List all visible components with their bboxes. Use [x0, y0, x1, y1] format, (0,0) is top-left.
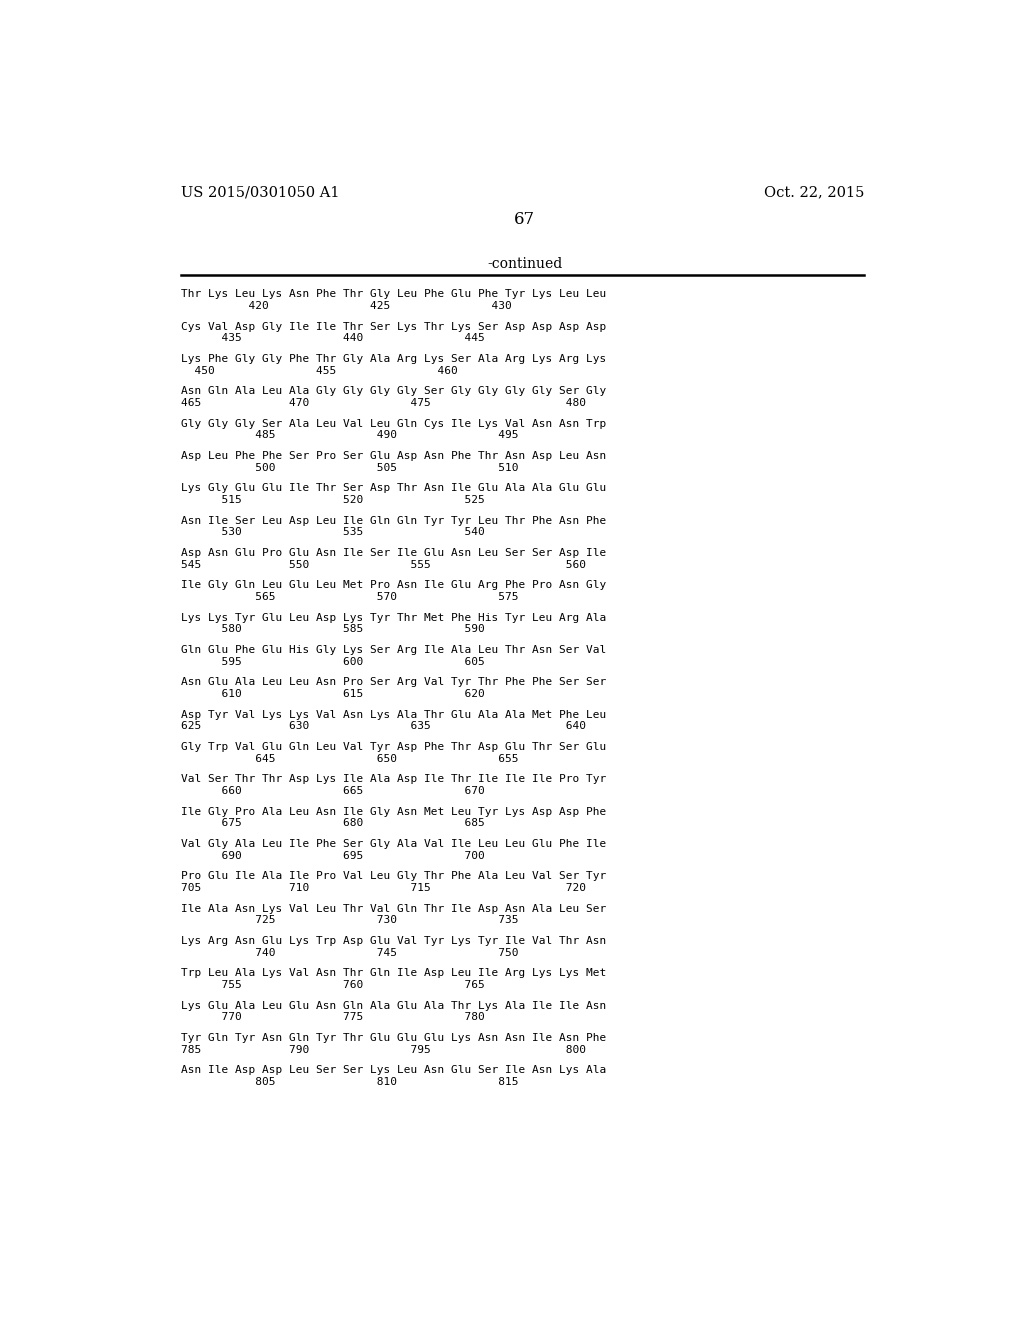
Text: Ile Ala Asn Lys Val Leu Thr Val Gln Thr Ile Asp Asn Ala Leu Ser: Ile Ala Asn Lys Val Leu Thr Val Gln Thr … [180, 904, 606, 913]
Text: Oct. 22, 2015: Oct. 22, 2015 [764, 185, 864, 199]
Text: Val Ser Thr Thr Asp Lys Ile Ala Asp Ile Thr Ile Ile Ile Pro Tyr: Val Ser Thr Thr Asp Lys Ile Ala Asp Ile … [180, 775, 606, 784]
Text: Asn Gln Ala Leu Ala Gly Gly Gly Gly Ser Gly Gly Gly Gly Ser Gly: Asn Gln Ala Leu Ala Gly Gly Gly Gly Ser … [180, 387, 606, 396]
Text: 565               570               575: 565 570 575 [180, 591, 518, 602]
Text: 705             710               715                    720: 705 710 715 720 [180, 883, 586, 892]
Text: Ile Gly Gln Leu Glu Leu Met Pro Asn Ile Glu Arg Phe Pro Asn Gly: Ile Gly Gln Leu Glu Leu Met Pro Asn Ile … [180, 581, 606, 590]
Text: Asn Ile Asp Asp Leu Ser Ser Lys Leu Asn Glu Ser Ile Asn Lys Ala: Asn Ile Asp Asp Leu Ser Ser Lys Leu Asn … [180, 1065, 606, 1076]
Text: 785             790               795                    800: 785 790 795 800 [180, 1044, 586, 1055]
Text: 465             470               475                    480: 465 470 475 480 [180, 397, 586, 408]
Text: 755               760               765: 755 760 765 [180, 979, 484, 990]
Text: 645               650               655: 645 650 655 [180, 754, 518, 763]
Text: 435               440               445: 435 440 445 [180, 333, 484, 343]
Text: 545             550               555                    560: 545 550 555 560 [180, 560, 586, 569]
Text: -continued: -continued [487, 257, 562, 271]
Text: Asn Glu Ala Leu Leu Asn Pro Ser Arg Val Tyr Thr Phe Phe Ser Ser: Asn Glu Ala Leu Leu Asn Pro Ser Arg Val … [180, 677, 606, 688]
Text: Gln Glu Phe Glu His Gly Lys Ser Arg Ile Ala Leu Thr Asn Ser Val: Gln Glu Phe Glu His Gly Lys Ser Arg Ile … [180, 645, 606, 655]
Text: Asn Ile Ser Leu Asp Leu Ile Gln Gln Tyr Tyr Leu Thr Phe Asn Phe: Asn Ile Ser Leu Asp Leu Ile Gln Gln Tyr … [180, 516, 606, 525]
Text: US 2015/0301050 A1: US 2015/0301050 A1 [180, 185, 339, 199]
Text: Asp Leu Phe Phe Ser Pro Ser Glu Asp Asn Phe Thr Asn Asp Leu Asn: Asp Leu Phe Phe Ser Pro Ser Glu Asp Asn … [180, 451, 606, 461]
Text: 580               585               590: 580 585 590 [180, 624, 484, 634]
Text: 515               520               525: 515 520 525 [180, 495, 484, 504]
Text: 805               810               815: 805 810 815 [180, 1077, 518, 1086]
Text: Cys Val Asp Gly Ile Ile Thr Ser Lys Thr Lys Ser Asp Asp Asp Asp: Cys Val Asp Gly Ile Ile Thr Ser Lys Thr … [180, 322, 606, 331]
Text: Asp Tyr Val Lys Lys Val Asn Lys Ala Thr Glu Ala Ala Met Phe Leu: Asp Tyr Val Lys Lys Val Asn Lys Ala Thr … [180, 710, 606, 719]
Text: 690               695               700: 690 695 700 [180, 850, 484, 861]
Text: 530               535               540: 530 535 540 [180, 527, 484, 537]
Text: 675               680               685: 675 680 685 [180, 818, 484, 828]
Text: Trp Leu Ala Lys Val Asn Thr Gln Ile Asp Leu Ile Arg Lys Lys Met: Trp Leu Ala Lys Val Asn Thr Gln Ile Asp … [180, 969, 606, 978]
Text: 740               745               750: 740 745 750 [180, 948, 518, 957]
Text: Tyr Gln Tyr Asn Gln Tyr Thr Glu Glu Glu Lys Asn Asn Ile Asn Phe: Tyr Gln Tyr Asn Gln Tyr Thr Glu Glu Glu … [180, 1034, 606, 1043]
Text: Lys Gly Glu Glu Ile Thr Ser Asp Thr Asn Ile Glu Ala Ala Glu Glu: Lys Gly Glu Glu Ile Thr Ser Asp Thr Asn … [180, 483, 606, 494]
Text: Lys Glu Ala Leu Glu Asn Gln Ala Glu Ala Thr Lys Ala Ile Ile Asn: Lys Glu Ala Leu Glu Asn Gln Ala Glu Ala … [180, 1001, 606, 1011]
Text: Gly Trp Val Glu Gln Leu Val Tyr Asp Phe Thr Asp Glu Thr Ser Glu: Gly Trp Val Glu Gln Leu Val Tyr Asp Phe … [180, 742, 606, 752]
Text: Ile Gly Pro Ala Leu Asn Ile Gly Asn Met Leu Tyr Lys Asp Asp Phe: Ile Gly Pro Ala Leu Asn Ile Gly Asn Met … [180, 807, 606, 817]
Text: 725               730               735: 725 730 735 [180, 915, 518, 925]
Text: 67: 67 [514, 211, 536, 228]
Text: 485               490               495: 485 490 495 [180, 430, 518, 440]
Text: Gly Gly Gly Ser Ala Leu Val Leu Gln Cys Ile Lys Val Asn Asn Trp: Gly Gly Gly Ser Ala Leu Val Leu Gln Cys … [180, 418, 606, 429]
Text: 770               775               780: 770 775 780 [180, 1012, 484, 1022]
Text: 500               505               510: 500 505 510 [180, 462, 518, 473]
Text: Thr Lys Leu Lys Asn Phe Thr Gly Leu Phe Glu Phe Tyr Lys Leu Leu: Thr Lys Leu Lys Asn Phe Thr Gly Leu Phe … [180, 289, 606, 300]
Text: Val Gly Ala Leu Ile Phe Ser Gly Ala Val Ile Leu Leu Glu Phe Ile: Val Gly Ala Leu Ile Phe Ser Gly Ala Val … [180, 840, 606, 849]
Text: Pro Glu Ile Ala Ile Pro Val Leu Gly Thr Phe Ala Leu Val Ser Tyr: Pro Glu Ile Ala Ile Pro Val Leu Gly Thr … [180, 871, 606, 882]
Text: 450               455               460: 450 455 460 [180, 366, 458, 375]
Text: 625             630               635                    640: 625 630 635 640 [180, 721, 586, 731]
Text: Asp Asn Glu Pro Glu Asn Ile Ser Ile Glu Asn Leu Ser Ser Asp Ile: Asp Asn Glu Pro Glu Asn Ile Ser Ile Glu … [180, 548, 606, 558]
Text: 610               615               620: 610 615 620 [180, 689, 484, 698]
Text: Lys Phe Gly Gly Phe Thr Gly Ala Arg Lys Ser Ala Arg Lys Arg Lys: Lys Phe Gly Gly Phe Thr Gly Ala Arg Lys … [180, 354, 606, 364]
Text: 595               600               605: 595 600 605 [180, 656, 484, 667]
Text: Lys Lys Tyr Glu Leu Asp Lys Tyr Thr Met Phe His Tyr Leu Arg Ala: Lys Lys Tyr Glu Leu Asp Lys Tyr Thr Met … [180, 612, 606, 623]
Text: 660               665               670: 660 665 670 [180, 785, 484, 796]
Text: Lys Arg Asn Glu Lys Trp Asp Glu Val Tyr Lys Tyr Ile Val Thr Asn: Lys Arg Asn Glu Lys Trp Asp Glu Val Tyr … [180, 936, 606, 946]
Text: 420               425               430: 420 425 430 [180, 301, 511, 310]
